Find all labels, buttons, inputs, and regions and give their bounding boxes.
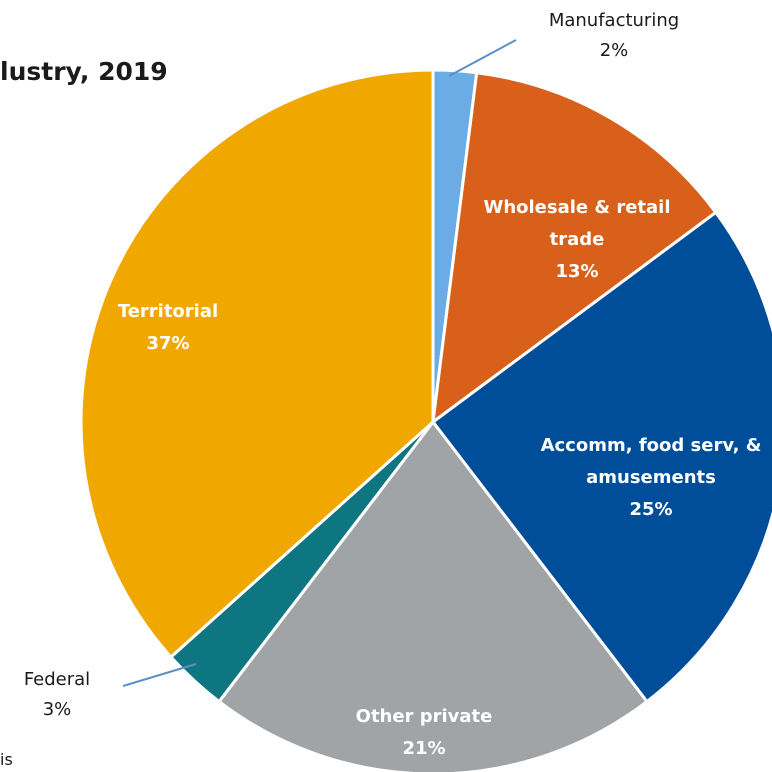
leader-line-manufacturing [448,39,517,77]
source-note-fragment: is [0,750,13,769]
slice-label-territorial: Territorial 37% [118,301,218,354]
slice-label-wholesale-retail-trade: Wholesale & retail trade 13% [483,197,670,282]
slice-label-federal: Federal 3% [24,669,90,720]
pie-slice-other-private [217,420,649,772]
leader-line-federal [122,663,197,687]
slice-label-accomm-food-serv-amusements: Accomm, food serv, & amusements 25% [541,435,762,520]
pie-slices [79,68,772,772]
slice-label-other-private: Other private 21% [356,706,493,759]
pie-slice-wholesale-retail-trade [431,71,718,424]
chart-title: lustry, 2019 [0,57,168,86]
pie-labels: Manufacturing 2% Wholesale & retail trade 13… [24,10,762,759]
pie-slice-territorial [79,68,435,659]
pie-slice-accomm-food-serv-amusements [431,210,772,704]
slice-label-manufacturing: Manufacturing 2% [549,10,679,61]
